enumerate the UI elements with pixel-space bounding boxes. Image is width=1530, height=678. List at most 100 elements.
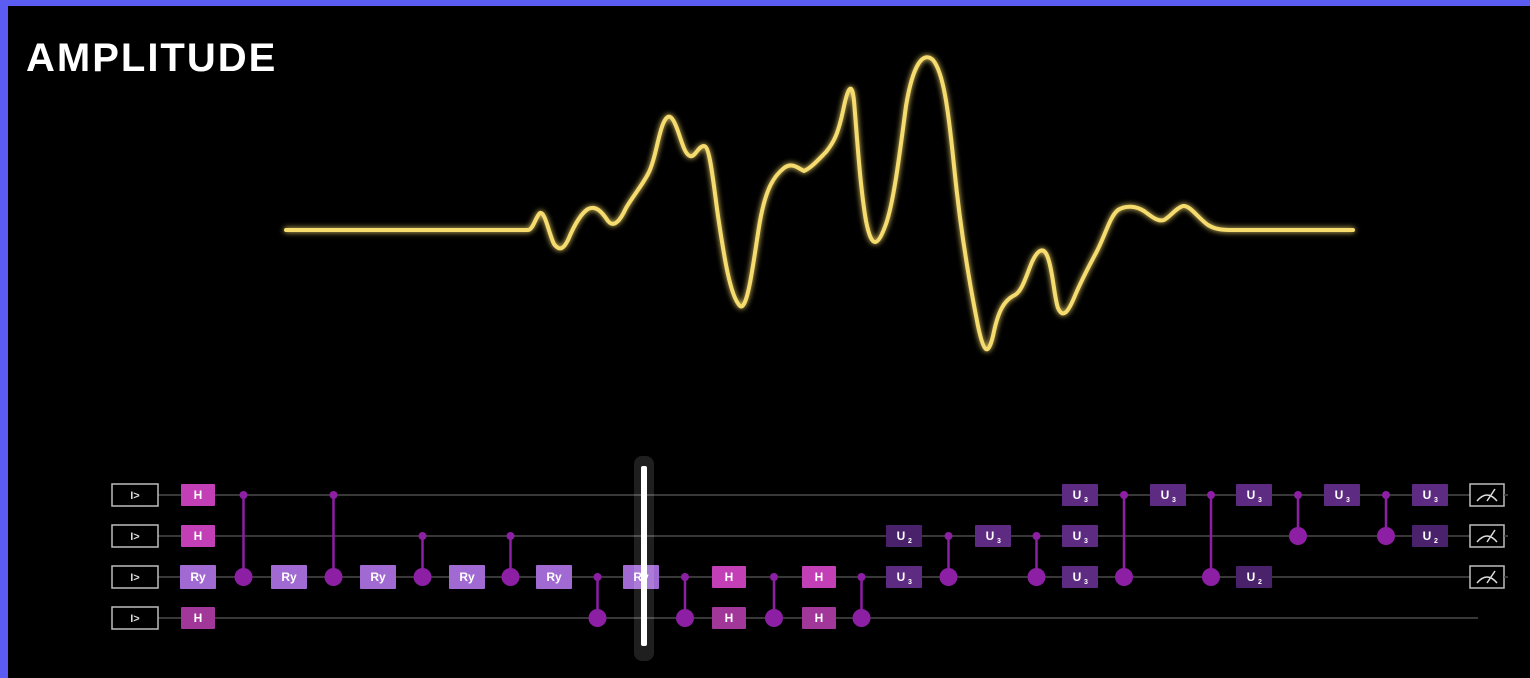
gate-h <box>712 607 746 629</box>
quantum-circuit: I>I>I>I>HHRyHRyRyRyRyRyHHHHU2U3U3U3U3U3U… <box>111 456 1508 661</box>
gate-label: H <box>815 611 824 625</box>
meter-needle <box>1486 529 1496 543</box>
target-dot <box>413 568 432 586</box>
control-dot <box>1032 532 1041 540</box>
amplitude-waveform <box>284 55 1355 352</box>
gate-subscript: 3 <box>1084 579 1088 586</box>
ket-input-box <box>111 606 159 630</box>
gate-label: H <box>815 570 824 584</box>
gate-label: U <box>1423 529 1432 543</box>
control-dot <box>1294 491 1302 499</box>
control-dot <box>418 532 427 540</box>
gate-u <box>886 525 922 547</box>
gate-subscript: 3 <box>1258 497 1262 504</box>
gate-h <box>181 607 215 629</box>
gate-label: Ry <box>546 570 562 584</box>
gate-label: H <box>194 488 203 502</box>
gate-u <box>1150 484 1186 506</box>
target-dot <box>324 568 343 586</box>
gate-subscript: 3 <box>1172 497 1176 504</box>
gate-u <box>1412 484 1448 506</box>
meter-arc <box>1476 576 1498 584</box>
gate-u <box>1324 484 1360 506</box>
target-dot <box>852 609 871 627</box>
target-dot <box>588 609 607 627</box>
gate-h <box>802 566 836 588</box>
target-dot <box>501 568 520 586</box>
gate-ry <box>360 565 396 589</box>
gate-ry <box>449 565 485 589</box>
gate-label: U <box>897 570 906 584</box>
control-dot <box>593 573 602 581</box>
gate-h <box>181 484 215 506</box>
target-dot <box>939 568 958 586</box>
gate-subscript: 3 <box>1084 538 1088 545</box>
control-dot <box>1207 491 1215 499</box>
gate-subscript: 2 <box>908 538 912 545</box>
gate-subscript: 3 <box>1434 497 1438 504</box>
amplitude-title: AMPLITUDE <box>26 36 278 80</box>
ket-input-box <box>111 483 159 507</box>
gate-label: U <box>1247 488 1256 502</box>
target-dot <box>1027 568 1046 586</box>
gate-ry <box>271 565 307 589</box>
gate-h <box>802 607 836 629</box>
gate-subscript: 3 <box>1084 497 1088 504</box>
ket-input-box <box>111 524 159 548</box>
gate-h <box>181 525 215 547</box>
target-dot <box>1289 527 1307 545</box>
ket-input-box <box>111 565 159 589</box>
meter-arc <box>1476 535 1498 543</box>
control-dot <box>239 491 248 499</box>
gate-label: H <box>725 570 734 584</box>
gate-ry <box>180 565 216 589</box>
meter-arc <box>1476 494 1498 502</box>
gate-subscript: 3 <box>908 579 912 586</box>
meter-needle <box>1486 570 1496 584</box>
gate-label: H <box>725 611 734 625</box>
gate-u <box>1236 484 1272 506</box>
gate-label: H <box>194 611 203 625</box>
ket-label: I> <box>130 531 139 543</box>
gate-ry <box>536 565 572 589</box>
gate-u <box>1412 525 1448 547</box>
gate-label: U <box>1073 570 1082 584</box>
gate-label: U <box>1073 488 1082 502</box>
gate-subscript: 2 <box>1258 579 1262 586</box>
control-dot <box>857 573 866 581</box>
gate-u <box>1236 566 1272 588</box>
control-dot <box>770 573 778 581</box>
control-dot <box>681 573 689 581</box>
gate-label: U <box>1161 488 1170 502</box>
meter-needle <box>1486 488 1496 502</box>
ket-label: I> <box>130 490 139 502</box>
gate-u <box>1062 566 1098 588</box>
target-dot <box>765 609 783 627</box>
playhead <box>641 466 647 646</box>
gate-label: U <box>1335 488 1344 502</box>
control-dot <box>506 532 515 540</box>
control-dot <box>944 532 953 540</box>
video-frame: AMPLITUDE I>I>I>I>HHRyHRyRyRyRyRyHHHHU2U… <box>8 6 1530 678</box>
gate-label: Ry <box>281 570 297 584</box>
gate-u <box>886 566 922 588</box>
gate-label: U <box>986 529 995 543</box>
gate-label: Ry <box>190 570 206 584</box>
ket-label: I> <box>130 613 139 625</box>
gate-label: U <box>897 529 906 543</box>
gate-h <box>712 566 746 588</box>
control-dot <box>1382 491 1390 499</box>
gate-label: U <box>1247 570 1256 584</box>
gate-label: U <box>1073 529 1082 543</box>
ket-label: I> <box>130 572 139 584</box>
gate-label: H <box>194 529 203 543</box>
gate-u <box>975 525 1011 547</box>
target-dot <box>676 609 694 627</box>
control-dot <box>1120 491 1128 499</box>
gate-label: U <box>1423 488 1432 502</box>
gate-subscript: 3 <box>997 538 1001 545</box>
gate-label: Ry <box>370 570 386 584</box>
gate-subscript: 2 <box>1434 538 1438 545</box>
gate-subscript: 3 <box>1346 497 1350 504</box>
target-dot <box>1377 527 1395 545</box>
